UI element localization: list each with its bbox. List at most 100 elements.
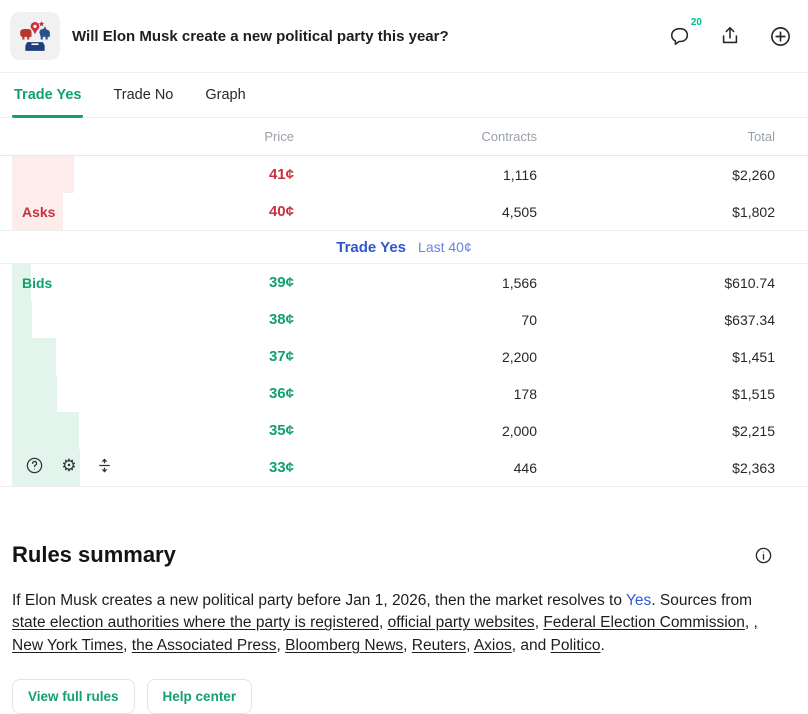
- bid-total: $610.74: [724, 274, 775, 291]
- ask-total: $1,802: [732, 203, 775, 220]
- add-to-watchlist-button[interactable]: [768, 24, 792, 48]
- rules-source-link[interactable]: Bloomberg News: [285, 636, 404, 654]
- bid-depth-bar: [12, 338, 56, 375]
- market-title: Will Elon Musk create a new political pa…: [72, 27, 449, 45]
- rules-source-link[interactable]: state election authorities where the par…: [12, 614, 380, 632]
- ask-depth-bar: [12, 156, 74, 193]
- bid-row[interactable]: 37¢ 2,200 $1,451: [0, 338, 808, 375]
- bid-contracts: 446: [513, 459, 537, 476]
- bid-price: 37¢: [268, 348, 294, 365]
- bid-price: 36¢: [268, 385, 294, 402]
- bid-contracts: 178: [513, 385, 537, 402]
- bid-price: 39¢: [268, 274, 294, 291]
- market-header: Will Elon Musk create a new political pa…: [0, 0, 808, 73]
- settings-button[interactable]: ⚙: [59, 455, 79, 475]
- bid-contracts: 1,566: [501, 274, 537, 291]
- view-full-rules-button[interactable]: View full rules: [12, 679, 135, 714]
- bid-row[interactable]: 38¢ 70 $637.34: [0, 301, 808, 338]
- bid-total: $2,215: [732, 422, 775, 439]
- rules-source-link[interactable]: official party websites: [387, 614, 535, 632]
- comments-count-badge: 20: [690, 17, 702, 28]
- market-thumbnail[interactable]: [10, 12, 60, 60]
- rules-source-link[interactable]: Axios: [473, 636, 512, 654]
- bid-row[interactable]: 33¢ 446 $2,363: [0, 449, 808, 486]
- rules-text-segment: . Sources from: [651, 592, 753, 609]
- asks-label: Asks: [22, 203, 56, 220]
- trade-yes-button[interactable]: Trade Yes: [336, 238, 407, 256]
- rules-summary-text: If Elon Musk creates a new political par…: [12, 590, 775, 657]
- column-header-price: Price: [264, 129, 294, 144]
- ask-price: 41¢: [268, 166, 294, 183]
- bid-total: $1,451: [732, 348, 775, 365]
- bid-row[interactable]: Bids 39¢ 1,566 $610.74: [0, 264, 808, 301]
- rules-info-button[interactable]: [751, 543, 775, 567]
- share-button[interactable]: [718, 24, 742, 48]
- ask-row[interactable]: 41¢ 1,116 $2,260: [0, 156, 808, 193]
- rules-text-segment: ,: [276, 636, 286, 654]
- bid-price: 38¢: [268, 311, 294, 328]
- tab-trade-yes[interactable]: Trade Yes: [12, 77, 84, 118]
- rules-text-segment: , and: [511, 636, 551, 654]
- order-book: Price Contracts Total 41¢ 1,116 $2,260 Asks…: [0, 118, 808, 487]
- bid-total: $637.34: [724, 311, 775, 328]
- tab-graph[interactable]: Graph: [203, 77, 247, 118]
- bid-depth-bar: [12, 449, 80, 486]
- bid-row[interactable]: 35¢ 2,000 $2,215: [0, 412, 808, 449]
- bid-depth-bar: [12, 375, 57, 412]
- political-party-icon: [20, 21, 50, 51]
- yes-resolution-link[interactable]: Yes: [626, 592, 652, 609]
- order-book-column-headers: Price Contracts Total: [0, 118, 808, 156]
- comments-button[interactable]: 20: [668, 17, 702, 48]
- rules-summary-heading: Rules summary: [12, 542, 176, 567]
- order-book-tools: ⚙: [24, 455, 114, 475]
- rules-source-link[interactable]: Reuters: [411, 636, 467, 654]
- bids-label: Bids: [22, 274, 53, 291]
- bid-contracts: 70: [521, 311, 537, 328]
- rules-summary-section: Rules summary If Elon Musk creates a new…: [0, 487, 808, 714]
- rules-text-segment: ,: [403, 636, 412, 654]
- ask-contracts: 4,505: [501, 203, 537, 220]
- last-price-label: Last 40¢: [418, 239, 472, 255]
- bid-price: 35¢: [268, 422, 294, 439]
- ask-contracts: 1,116: [503, 166, 537, 183]
- rules-text-segment: , ,: [744, 614, 758, 632]
- gear-icon: ⚙: [61, 455, 77, 475]
- plus-circle-icon: [770, 26, 790, 46]
- spread-row: Trade Yes Last 40¢: [0, 230, 808, 264]
- tab-trade-no[interactable]: Trade No: [111, 77, 175, 118]
- bid-total: $2,363: [732, 459, 775, 476]
- rules-text-segment: ,: [466, 636, 474, 654]
- bid-depth-bar: [12, 301, 32, 338]
- bid-price: 33¢: [268, 459, 294, 476]
- bid-contracts: 2,200: [501, 348, 537, 365]
- bid-total: $1,515: [732, 385, 775, 402]
- ask-total: $2,260: [732, 166, 775, 183]
- ask-row[interactable]: Asks 40¢ 4,505 $1,802: [0, 193, 808, 230]
- rules-text-segment: ,: [123, 636, 132, 654]
- info-circle-icon: [755, 547, 771, 563]
- bid-depth-bar: [12, 264, 31, 301]
- help-center-button[interactable]: Help center: [146, 679, 253, 714]
- ask-price: 40¢: [268, 203, 294, 220]
- rules-source-link[interactable]: Politico: [550, 636, 601, 654]
- question-circle-icon: [26, 457, 42, 473]
- bid-row[interactable]: 36¢ 178 $1,515: [0, 375, 808, 412]
- rules-source-link[interactable]: the Associated Press: [131, 636, 277, 654]
- rules-text-segment: If Elon Musk creates a new political par…: [12, 592, 627, 609]
- collapse-depth-button[interactable]: [94, 455, 114, 475]
- rules-text-segment: ,: [379, 614, 388, 632]
- help-button[interactable]: [24, 455, 44, 475]
- rules-text-segment: .: [600, 636, 605, 654]
- rules-source-link[interactable]: New York Times: [12, 636, 124, 654]
- column-header-total: Total: [747, 129, 775, 144]
- bid-depth-bar: [12, 412, 79, 449]
- collapse-vertical-icon: [98, 458, 110, 472]
- rules-source-link[interactable]: Federal Election Commission: [543, 614, 745, 632]
- rules-buttons: View full rules Help center: [12, 679, 775, 714]
- header-actions: 20: [668, 17, 792, 48]
- bids-section: Bids 39¢ 1,566 $610.74 38¢ 70 $637.34 37¢ 2,200 $…: [0, 264, 808, 487]
- trade-tabs: Trade Yes Trade No Graph: [0, 73, 808, 118]
- ask-depth-bar: [12, 193, 63, 230]
- column-header-contracts: Contracts: [481, 129, 537, 144]
- bid-contracts: 2,000: [501, 422, 537, 439]
